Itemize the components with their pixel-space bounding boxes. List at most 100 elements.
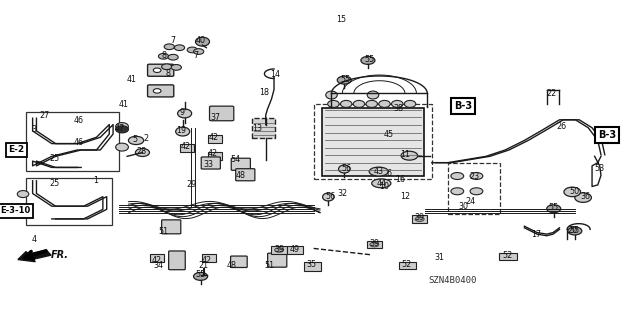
FancyBboxPatch shape <box>209 106 234 121</box>
Text: 8: 8 <box>166 69 170 78</box>
Text: 53: 53 <box>594 164 604 173</box>
FancyArrow shape <box>18 250 51 262</box>
Ellipse shape <box>116 122 129 130</box>
Text: 51: 51 <box>264 261 275 270</box>
Ellipse shape <box>404 100 416 108</box>
Bar <box>252 118 275 138</box>
Text: 56: 56 <box>341 164 351 173</box>
Text: 48: 48 <box>227 261 237 270</box>
Ellipse shape <box>195 37 209 46</box>
Text: 56: 56 <box>325 192 335 202</box>
Text: 32: 32 <box>337 189 348 198</box>
Ellipse shape <box>451 173 464 180</box>
Text: FR.: FR. <box>51 250 68 260</box>
Bar <box>322 108 424 176</box>
Text: 40: 40 <box>196 36 205 45</box>
Text: E-2: E-2 <box>8 145 24 154</box>
FancyBboxPatch shape <box>236 169 255 181</box>
Text: SZN4B0400: SZN4B0400 <box>429 276 477 285</box>
Ellipse shape <box>470 188 483 195</box>
Text: B-3: B-3 <box>598 130 616 140</box>
Text: 12: 12 <box>400 192 410 202</box>
Text: 42: 42 <box>152 256 161 265</box>
FancyBboxPatch shape <box>268 253 287 267</box>
Ellipse shape <box>353 100 365 108</box>
Text: 20: 20 <box>568 226 578 235</box>
Ellipse shape <box>164 44 174 50</box>
Ellipse shape <box>340 100 352 108</box>
Bar <box>271 246 287 254</box>
Text: 18: 18 <box>259 88 269 97</box>
Text: 4: 4 <box>31 235 36 244</box>
Text: 41: 41 <box>127 75 136 84</box>
Text: 50: 50 <box>569 187 579 196</box>
Text: 36: 36 <box>580 192 591 201</box>
Text: 55: 55 <box>340 75 351 84</box>
Text: 26: 26 <box>556 122 566 131</box>
FancyBboxPatch shape <box>230 256 247 268</box>
Ellipse shape <box>193 49 204 54</box>
Ellipse shape <box>547 205 561 213</box>
Text: 3: 3 <box>31 125 36 135</box>
Text: 51: 51 <box>159 227 168 236</box>
Text: 39: 39 <box>370 239 380 248</box>
Text: 55: 55 <box>364 55 374 64</box>
Text: 48: 48 <box>235 171 245 180</box>
Ellipse shape <box>328 100 339 108</box>
Ellipse shape <box>323 193 334 201</box>
Ellipse shape <box>339 165 350 173</box>
Ellipse shape <box>175 127 189 136</box>
Bar <box>202 254 216 262</box>
Ellipse shape <box>575 193 591 202</box>
Text: 39: 39 <box>274 245 284 254</box>
Text: 52: 52 <box>402 260 412 270</box>
Text: 34: 34 <box>154 261 163 270</box>
Text: 45: 45 <box>384 130 394 139</box>
FancyBboxPatch shape <box>201 157 220 169</box>
Ellipse shape <box>366 100 378 108</box>
Ellipse shape <box>372 179 391 188</box>
Text: 27: 27 <box>39 111 49 120</box>
Text: 42: 42 <box>202 256 212 265</box>
Ellipse shape <box>415 217 424 221</box>
Ellipse shape <box>275 248 284 252</box>
Bar <box>26 178 113 225</box>
Ellipse shape <box>379 100 390 108</box>
FancyBboxPatch shape <box>169 251 185 270</box>
Bar <box>314 104 432 179</box>
Text: 15: 15 <box>336 15 346 24</box>
FancyBboxPatch shape <box>148 64 173 76</box>
FancyBboxPatch shape <box>148 85 173 97</box>
Bar <box>179 144 193 152</box>
FancyBboxPatch shape <box>162 220 180 234</box>
Ellipse shape <box>172 64 181 70</box>
Text: B-3: B-3 <box>454 101 472 111</box>
Ellipse shape <box>168 54 178 60</box>
Text: 5: 5 <box>132 135 138 144</box>
Bar <box>208 152 222 160</box>
Ellipse shape <box>564 187 580 197</box>
Text: 35: 35 <box>307 260 317 270</box>
Bar <box>150 254 164 262</box>
Text: 28: 28 <box>136 147 147 156</box>
Text: 31: 31 <box>435 254 444 263</box>
Bar <box>367 241 382 249</box>
Text: 55: 55 <box>195 270 205 279</box>
Text: 25: 25 <box>49 154 60 163</box>
Ellipse shape <box>361 56 375 64</box>
Ellipse shape <box>370 242 379 247</box>
Ellipse shape <box>326 91 337 99</box>
Text: 38: 38 <box>394 104 404 113</box>
Text: 30: 30 <box>458 202 468 211</box>
Text: 49: 49 <box>289 245 300 254</box>
Text: 52: 52 <box>502 251 512 260</box>
Text: 11: 11 <box>400 150 410 159</box>
Ellipse shape <box>367 91 379 99</box>
Text: 2: 2 <box>144 134 149 143</box>
Ellipse shape <box>392 100 403 108</box>
FancyBboxPatch shape <box>231 158 250 170</box>
Ellipse shape <box>154 68 161 72</box>
Text: 41: 41 <box>119 100 129 109</box>
Text: 42: 42 <box>207 149 218 158</box>
Text: 42: 42 <box>209 133 219 142</box>
